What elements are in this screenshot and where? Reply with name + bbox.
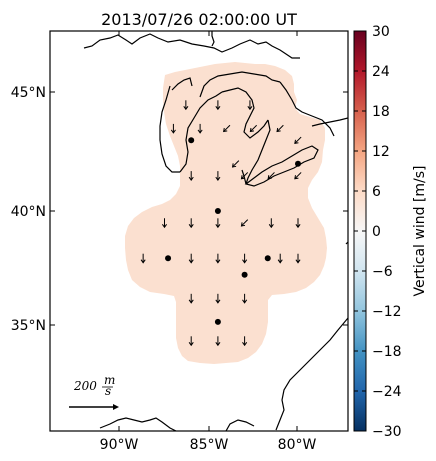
scale-units-numerator: m [104,373,115,387]
upper-peninsula-south [199,71,281,98]
colorbar-tick-label: −6 [372,264,393,280]
scale-label: 200 [73,379,97,393]
lon-tick-label: 80°W [278,437,317,453]
wind-arrow [140,253,146,264]
colorbar-tick-label: 18 [372,104,390,120]
colorbar-tick-label: −30 [372,424,402,440]
scale-units-denominator: s [105,384,111,398]
wind-arrow [242,293,248,304]
map-title: 2013/07/26 02:00:00 UT [101,10,297,29]
coastlines [83,31,348,431]
stations [165,137,301,325]
wind-arrow [247,100,253,111]
wind-arrow [215,171,221,181]
wind-arrow [188,253,194,264]
colorbar-tick-label: 24 [372,64,390,80]
wind-arrow [215,100,221,111]
lon-tick-label: 90°W [100,437,139,453]
wind-vectors [140,100,302,347]
wind-arrow [240,172,249,180]
wind-arrow [242,336,248,347]
wind-arrow [276,124,284,133]
colorbar-tick-label: 0 [372,224,381,240]
wind-arrow [188,171,194,181]
wind-arrow [215,293,221,304]
lake-huron-east [279,81,335,137]
wind-arrow [188,293,194,304]
wind-arrow [170,123,176,134]
scale-arrow [69,404,119,410]
wind-arrow [223,124,231,133]
wind-arrow [215,218,221,229]
map-panel[interactable]: 200 m s [50,30,348,431]
lake-michigan-west [159,85,180,173]
wind-arrow [294,172,302,180]
wind-arrow [215,253,221,264]
map-frame [49,30,349,432]
colorbar-tick-label: −18 [372,344,402,360]
colorbar-label: Vertical wind [m/s] [412,166,428,297]
wind-arrow [188,218,194,229]
wind-arrow [231,160,240,168]
wind-arrow [295,253,301,264]
radar-station [188,137,195,144]
colorbar: 30 24 18 12 6 0 −6 −12 −18 −24 −30 Vertical wind [… [353,24,428,440]
lake-ontario [311,117,348,127]
radar-station [214,208,221,214]
wind-arrow [277,253,283,264]
lat-tick-label: 35°N [11,318,46,334]
colorbar-tick-label: −24 [372,384,402,400]
wind-arrow [240,219,249,227]
wind-arrow [188,336,194,347]
gulf-coast [99,417,177,431]
wind-arrow [242,253,248,264]
lat-tick-label: 40°N [11,204,46,220]
wind-arrow [249,124,258,133]
radar-station [214,318,221,325]
radar-station [295,160,301,167]
colorbar-tick-label: −12 [372,304,402,320]
wind-arrow [183,100,189,111]
lat-axis: 45°N 40°N 35°N [11,85,348,334]
wind-arrow [215,336,221,347]
wind-arrow [295,218,301,229]
atlantic-coast [275,317,348,431]
lat-tick-label: 45°N [11,85,46,101]
wind-arrow [267,172,275,180]
colorbar-tick-label: 30 [372,24,390,40]
lake-huron-west [221,87,269,139]
coverage-area [125,62,327,364]
wind-arrow [161,218,168,229]
radar-station [241,271,248,278]
lower-peninsula-west [179,91,223,173]
florida-panhandle [225,419,255,431]
wind-arrow [197,123,203,134]
green-bay [171,77,193,91]
wind-arrow [294,136,302,144]
colorbar-tick-label: 12 [372,144,390,160]
colorbar-tick-label: 6 [372,184,381,200]
radar-station [165,255,172,262]
upper-peninsula-north [211,31,215,47]
lon-axis: 90°W 85°W 80°W [100,31,317,453]
wind-arrow [268,218,274,229]
colorbar-ticks: 30 24 18 12 6 0 −6 −12 −18 −24 −30 [354,24,402,440]
michigan-thumb [245,119,271,185]
lon-tick-label: 85°W [190,437,229,453]
radar-station [264,255,271,262]
